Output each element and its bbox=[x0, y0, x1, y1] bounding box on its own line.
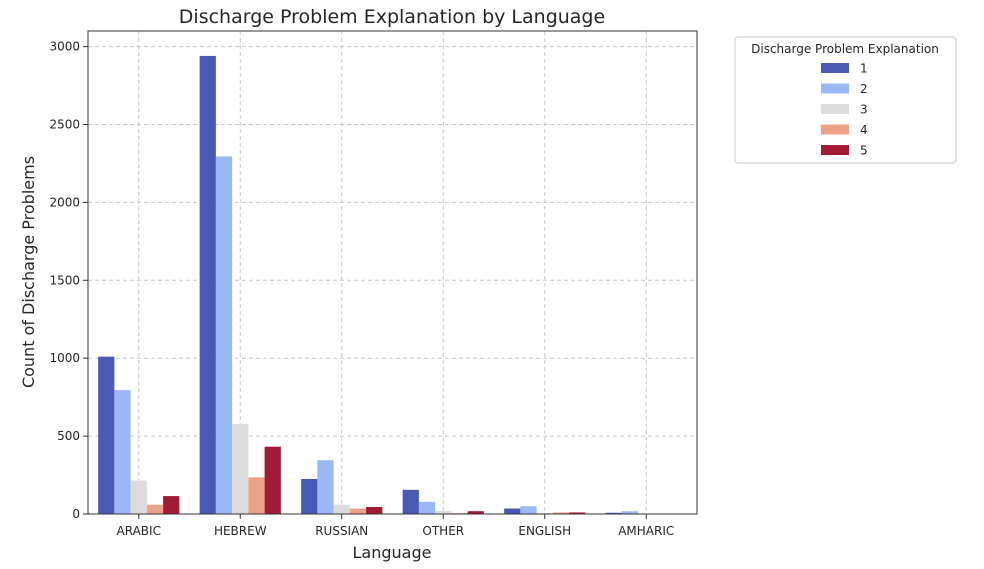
bar bbox=[301, 478, 318, 514]
plot-frame bbox=[87, 30, 698, 515]
bar bbox=[366, 506, 383, 514]
bar bbox=[552, 512, 570, 514]
bar bbox=[435, 510, 452, 514]
legend-label: 3 bbox=[860, 103, 868, 117]
bar bbox=[215, 156, 233, 514]
legend-label: 1 bbox=[860, 62, 868, 76]
grid bbox=[88, 31, 697, 515]
bar bbox=[605, 512, 622, 514]
y-tick-label: 500 bbox=[57, 429, 80, 443]
y-axis-ticks: 0 500 1000 1500 2000 2500 3000 bbox=[49, 40, 88, 521]
x-tick-label: ENGLISH bbox=[518, 524, 571, 538]
y-tick-label: 2500 bbox=[49, 117, 80, 131]
legend-swatch bbox=[821, 104, 849, 114]
y-tick-label: 3000 bbox=[49, 40, 80, 54]
bar bbox=[402, 489, 419, 514]
bars bbox=[98, 55, 687, 515]
chart-title: Discharge Problem Explanation by Languag… bbox=[179, 6, 605, 28]
y-tick-label: 2000 bbox=[49, 195, 80, 209]
legend-label: 5 bbox=[860, 144, 868, 158]
legend-items: 1 2 3 4 5 bbox=[821, 62, 868, 158]
legend: Discharge Problem Explanation 1 2 3 4 5 bbox=[734, 36, 957, 164]
x-tick-label: AMHARIC bbox=[618, 524, 674, 538]
legend-swatch bbox=[821, 124, 849, 135]
x-axis-label: Language bbox=[353, 543, 432, 562]
legend-swatch bbox=[821, 63, 849, 73]
bar bbox=[317, 460, 334, 514]
bar bbox=[232, 423, 249, 514]
bar bbox=[467, 511, 484, 514]
bar bbox=[248, 477, 265, 514]
x-tick-label: RUSSIAN bbox=[315, 524, 368, 538]
legend-label: 4 bbox=[860, 123, 868, 137]
x-tick-label: HEBREW bbox=[214, 524, 267, 538]
bar bbox=[163, 496, 180, 514]
bar bbox=[520, 506, 537, 514]
bar bbox=[264, 446, 281, 514]
bar bbox=[98, 356, 115, 514]
x-tick-label: OTHER bbox=[422, 524, 464, 538]
legend-swatch bbox=[821, 145, 849, 155]
bar bbox=[146, 504, 164, 514]
bar bbox=[349, 508, 367, 514]
bar bbox=[569, 512, 586, 514]
y-tick-label: 0 bbox=[72, 507, 80, 521]
bar bbox=[199, 55, 216, 515]
bar bbox=[621, 511, 639, 514]
y-axis-label: Count of Discharge Problems bbox=[19, 156, 38, 388]
y-tick-label: 1000 bbox=[49, 351, 80, 365]
y-tick-label: 1500 bbox=[49, 273, 80, 287]
x-tick-label: ARABIC bbox=[117, 524, 161, 538]
x-axis-ticks: ARABIC HEBREW RUSSIAN OTHER ENGLISH AMHARIC bbox=[117, 514, 674, 538]
bar bbox=[418, 501, 436, 514]
legend-swatch bbox=[821, 83, 849, 94]
bar bbox=[504, 508, 521, 514]
bar bbox=[130, 480, 147, 514]
bar bbox=[333, 504, 350, 514]
legend-box bbox=[734, 36, 957, 164]
legend-label: 2 bbox=[860, 82, 868, 96]
legend-title: Discharge Problem Explanation bbox=[751, 42, 939, 56]
bar bbox=[114, 390, 131, 514]
